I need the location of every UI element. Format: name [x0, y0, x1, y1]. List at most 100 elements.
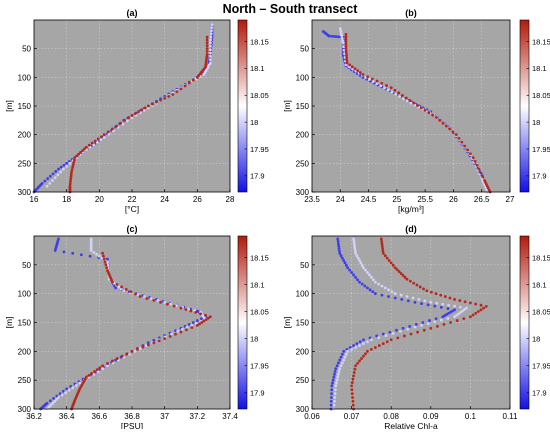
data-point — [106, 364, 109, 368]
data-point — [176, 329, 180, 333]
data-point — [115, 283, 119, 286]
colorbar-tick-label: 18.15 — [250, 253, 269, 262]
y-tick-label: 250 — [18, 376, 32, 385]
data-point — [95, 368, 99, 371]
data-point — [427, 111, 431, 115]
data-point — [205, 44, 209, 48]
data-point — [479, 303, 483, 307]
data-point — [194, 311, 198, 314]
data-point — [379, 84, 383, 88]
data-point — [358, 280, 361, 284]
data-point — [205, 35, 209, 39]
data-point — [423, 108, 427, 112]
data-point — [351, 399, 355, 403]
data-point — [343, 261, 347, 265]
data-point — [387, 288, 390, 292]
data-point — [48, 182, 52, 185]
y-tick-label: 50 — [300, 45, 309, 54]
data-point — [200, 321, 204, 324]
data-point — [199, 312, 203, 316]
data-point — [340, 361, 344, 365]
data-point — [89, 247, 93, 250]
data-point — [455, 313, 458, 317]
data-point — [187, 323, 191, 326]
data-point — [352, 371, 356, 374]
data-point — [205, 55, 209, 58]
data-point — [340, 352, 344, 356]
data-point — [453, 304, 456, 308]
data-point — [380, 239, 384, 243]
data-point — [51, 401, 55, 405]
data-point — [355, 342, 359, 346]
data-point — [195, 323, 199, 327]
data-point — [52, 397, 55, 400]
data-point — [399, 293, 403, 297]
x-tick-label: 24.5 — [361, 195, 377, 204]
data-point — [393, 266, 397, 270]
y-axis-label: [m] — [282, 100, 292, 112]
data-point — [353, 247, 357, 250]
data-point — [339, 29, 343, 33]
data-point — [352, 242, 356, 246]
data-point — [421, 321, 425, 324]
data-point — [342, 349, 346, 353]
data-point — [388, 330, 392, 334]
x-tick-label: 27 — [506, 195, 515, 204]
data-point — [339, 364, 343, 368]
data-point — [362, 342, 365, 346]
data-point — [209, 38, 213, 42]
data-point — [405, 99, 409, 103]
y-axis-label: [m] — [4, 317, 14, 329]
data-point — [457, 137, 461, 140]
data-point — [446, 317, 450, 320]
data-point — [348, 63, 352, 67]
figure-title: North – South transect — [223, 2, 359, 16]
data-point — [354, 346, 357, 349]
data-point — [185, 325, 189, 329]
data-point — [69, 172, 73, 176]
series-3 — [344, 32, 492, 194]
data-point — [163, 300, 167, 304]
data-point — [99, 135, 103, 139]
data-point — [137, 110, 140, 114]
y-tick-label: 200 — [296, 347, 310, 356]
y-tick-label: 300 — [18, 405, 32, 414]
data-point — [329, 403, 333, 407]
data-point — [330, 388, 334, 392]
x-tick-label: 0.11 — [503, 412, 519, 421]
data-point — [165, 302, 169, 306]
data-point — [143, 106, 147, 110]
data-point — [101, 251, 104, 255]
colorbar-bar — [519, 19, 530, 193]
data-point — [333, 396, 337, 399]
data-point — [463, 144, 467, 148]
data-point — [352, 273, 355, 277]
data-point — [345, 56, 349, 60]
data-point — [209, 41, 212, 45]
data-point — [187, 307, 191, 311]
data-point — [202, 73, 206, 76]
panel-label: (b) — [405, 8, 417, 18]
data-point — [356, 69, 360, 73]
data-point — [53, 176, 57, 180]
data-point — [104, 263, 108, 267]
data-point — [422, 287, 425, 291]
data-point — [482, 306, 485, 310]
data-point — [89, 245, 93, 248]
data-point — [333, 392, 337, 396]
data-point — [96, 137, 100, 141]
data-point — [423, 299, 427, 303]
data-point — [111, 359, 114, 363]
data-point — [174, 329, 177, 333]
panel-label: (c) — [127, 224, 138, 234]
data-point — [187, 81, 191, 85]
data-point — [451, 130, 455, 134]
data-point — [172, 304, 176, 308]
data-point — [425, 289, 429, 293]
data-point — [89, 249, 93, 252]
data-point — [377, 344, 381, 347]
data-point — [69, 177, 73, 181]
data-point — [383, 86, 386, 90]
data-point — [381, 247, 385, 250]
y-tick-label: 100 — [296, 73, 310, 82]
